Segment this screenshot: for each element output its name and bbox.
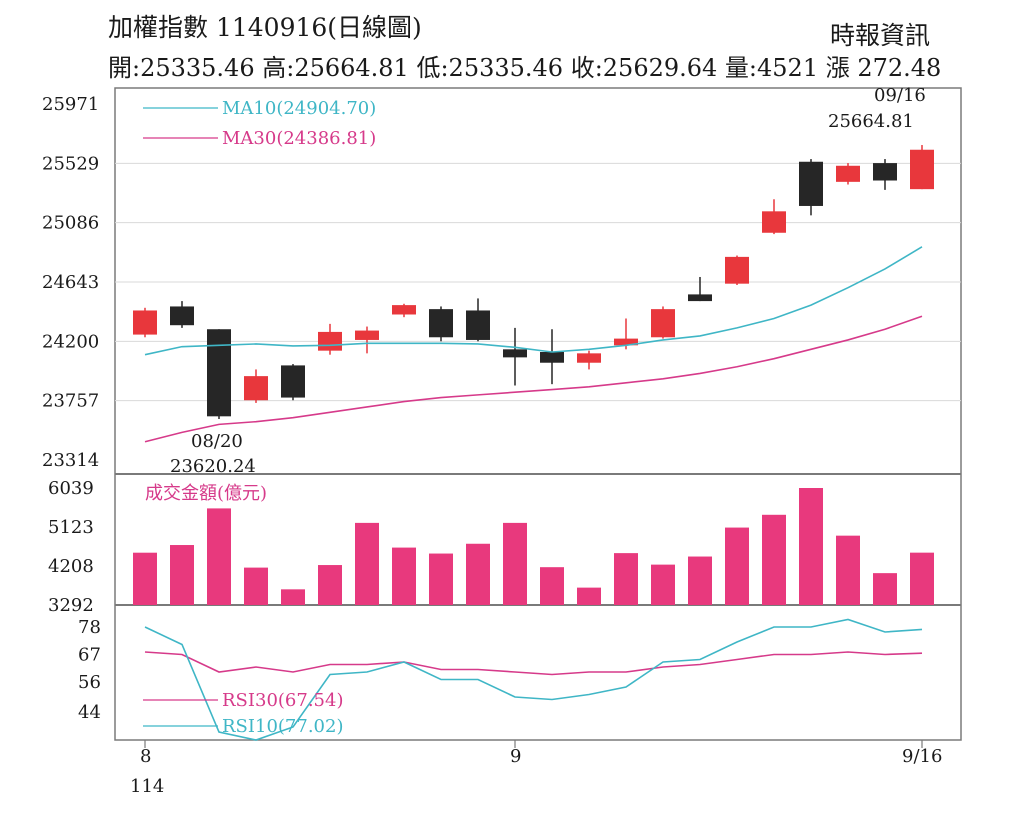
volume-bar	[540, 567, 564, 605]
volume-tick-label: 6039	[48, 478, 94, 499]
price-tick-label: 23757	[42, 391, 99, 412]
volume-bar	[651, 564, 675, 605]
volume-bar	[762, 514, 786, 605]
x-tick-label: 9/16	[902, 746, 942, 767]
candle-body	[503, 349, 527, 358]
ma10-line	[144, 246, 923, 356]
volume-bar	[688, 556, 712, 605]
rsi-tick-label: 44	[78, 702, 101, 723]
rsi-tick-label: 67	[78, 645, 101, 666]
volume-bar	[503, 522, 527, 605]
candle-body	[577, 353, 601, 363]
legend-label: MA30(24386.81)	[222, 128, 376, 149]
rsi-tick-label: 56	[78, 672, 101, 693]
price-tick-label: 24200	[42, 331, 99, 352]
rsi30-line	[144, 651, 923, 676]
candle-body	[910, 149, 934, 190]
plot-frame	[114, 87, 962, 741]
volume-tick-label: 4208	[48, 556, 94, 577]
volume-bar	[725, 527, 749, 605]
candle-body	[207, 329, 231, 417]
x-tick-label: 8	[140, 746, 151, 767]
rsi10-line	[144, 618, 923, 741]
volume-bar	[429, 553, 453, 605]
volume-bar	[207, 508, 231, 605]
candle-body	[244, 376, 268, 401]
candle-body	[725, 256, 749, 284]
ma30-line	[144, 315, 923, 443]
volume-bar	[466, 543, 490, 605]
volume-tick-label: 5123	[48, 517, 94, 538]
candle-body	[133, 310, 157, 335]
candle-body	[540, 352, 564, 363]
legend-label: RSI30(67.54)	[222, 690, 343, 711]
candle-body	[799, 161, 823, 206]
x-tick-label: 114	[130, 776, 164, 797]
candle-body	[688, 294, 712, 302]
volume-bar	[281, 589, 305, 605]
volume-bar	[133, 552, 157, 605]
candle-body	[318, 331, 342, 351]
candle-body	[392, 305, 416, 315]
rsi-tick-label: 78	[78, 617, 101, 638]
price-tick-label: 25086	[42, 213, 99, 234]
candle-body	[429, 309, 453, 338]
source-label: 時報資訊	[830, 21, 931, 50]
volume-bar	[355, 522, 379, 605]
candle-body	[651, 309, 675, 338]
high-value-label: 25664.81	[828, 111, 914, 132]
volume-bar	[318, 565, 342, 605]
high-date-label: 09/16	[874, 85, 926, 106]
candle-body	[873, 163, 897, 181]
low-value-label: 23620.24	[170, 456, 256, 477]
legend-label: RSI10(77.02)	[222, 716, 343, 737]
volume-bar	[836, 535, 860, 605]
price-tick-label: 23314	[42, 450, 99, 471]
price-tick-label: 25971	[42, 94, 99, 115]
volume-bar	[577, 587, 601, 605]
legend-label: MA10(24904.70)	[222, 98, 376, 119]
ohlc-stats: 開:25335.46 高:25664.81 低:25335.46 收:25629…	[108, 54, 942, 82]
volume-title: 成交金額(億元)	[145, 483, 267, 504]
price-tick-label: 25529	[42, 153, 99, 174]
price-tick-label: 24643	[42, 272, 99, 293]
low-date-label: 08/20	[191, 431, 243, 452]
candle-body	[466, 310, 490, 340]
volume-bar	[614, 553, 638, 605]
volume-bar	[910, 552, 934, 605]
candle-body	[355, 330, 379, 340]
candle-body	[170, 306, 194, 326]
candle-body	[614, 338, 638, 346]
candle-body	[836, 165, 860, 182]
candle-body	[281, 365, 305, 398]
volume-bar	[244, 567, 268, 605]
volume-bar	[799, 488, 823, 605]
candle-body	[762, 211, 786, 233]
volume-tick-label: 3292	[48, 595, 94, 616]
volume-bar	[170, 545, 194, 605]
volume-bar	[392, 547, 416, 605]
volume-bar	[873, 573, 897, 605]
x-tick-label: 9	[510, 746, 521, 767]
chart-title: 加權指數 1140916(日線圖)	[108, 13, 422, 42]
